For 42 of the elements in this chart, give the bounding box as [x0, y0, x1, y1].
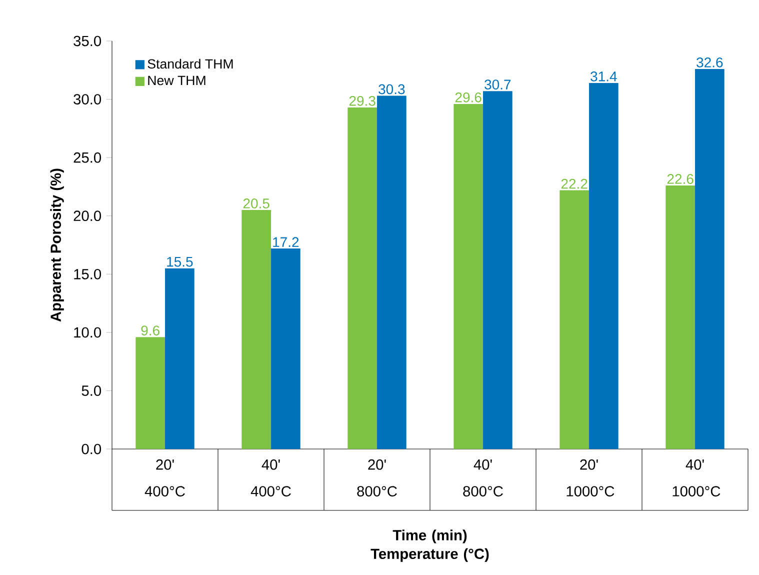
- y-axis-title: Apparent Porosity (%): [50, 168, 64, 322]
- legend-label: Standard THM: [148, 58, 233, 69]
- y-tick-label: 20.0: [74, 210, 102, 222]
- y-tick-label: 10.0: [74, 327, 102, 338]
- x-tick-label: 20' 400°C: [144, 459, 185, 496]
- bar: [165, 268, 194, 449]
- data-label: 15.5: [167, 256, 193, 267]
- data-label: 9.6: [141, 326, 160, 336]
- y-tick-label: 15.0: [74, 268, 102, 280]
- bar: [695, 68, 724, 449]
- bar: [271, 248, 300, 449]
- data-label: 29.3: [349, 96, 376, 106]
- x-tick-label: 20' 1000°C: [566, 459, 614, 496]
- data-label: 30.3: [378, 84, 405, 94]
- data-label: 32.6: [696, 57, 723, 68]
- bar: [348, 107, 378, 449]
- x-tick-label: 40' 400°C: [250, 459, 291, 496]
- data-label: 31.4: [590, 71, 617, 82]
- y-tick-label: 25.0: [74, 152, 102, 163]
- x-tick-label: 20' 800°C: [357, 459, 397, 496]
- y-tick-label: 30.0: [74, 94, 102, 104]
- data-label: 17.2: [273, 237, 299, 247]
- bar: [242, 210, 272, 449]
- data-label: 22.2: [561, 178, 588, 189]
- y-tick-label: 35.0: [74, 36, 102, 46]
- bar: [377, 96, 406, 449]
- bar: [136, 337, 166, 449]
- x-tick-label: 40' 1000°C: [672, 459, 720, 496]
- bar: [483, 91, 512, 449]
- data-label: 20.5: [243, 198, 270, 208]
- bar: [666, 186, 696, 449]
- y-tick-label: 5.0: [82, 386, 102, 396]
- bar: [454, 104, 484, 449]
- x-axis-title: Time (min) Temperature (°C): [370, 530, 489, 562]
- data-label: 22.6: [667, 174, 694, 184]
- bar: [589, 82, 618, 449]
- y-tick-label: 0.0: [82, 444, 102, 454]
- bar: [560, 190, 590, 449]
- data-label: 30.7: [484, 80, 511, 90]
- data-label: 29.6: [455, 92, 482, 102]
- legend-label: New THM: [148, 76, 206, 86]
- x-tick-label: 40' 800°C: [463, 459, 503, 496]
